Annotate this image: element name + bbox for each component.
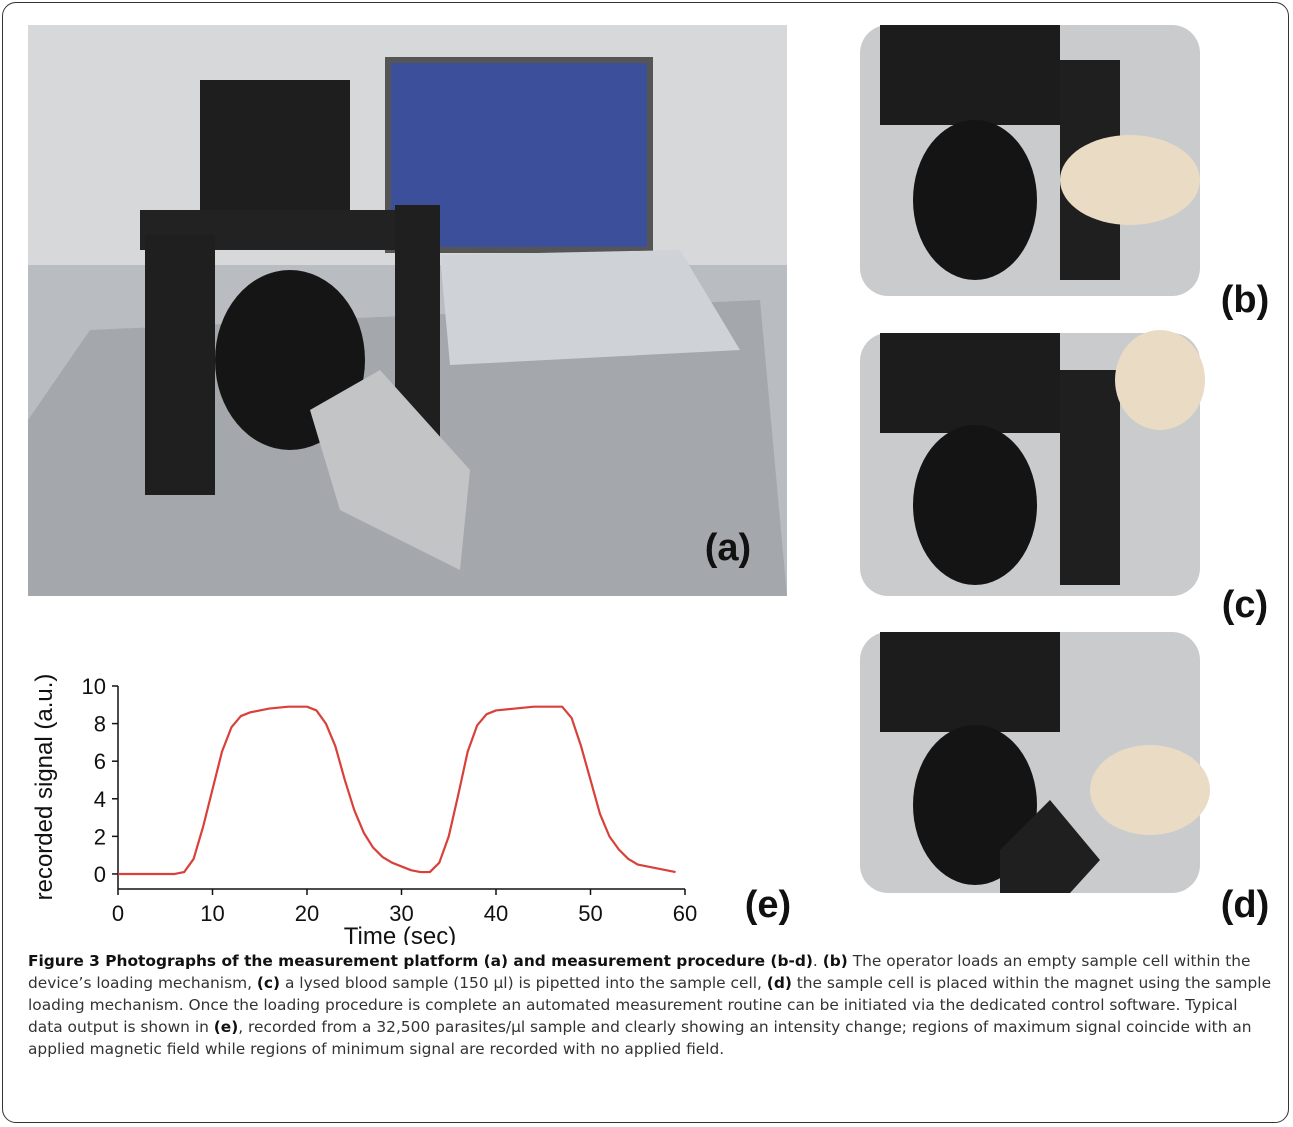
caption: Figure 3 Photographs of the measurement …: [28, 950, 1273, 1060]
caption-ref: (e): [214, 1018, 239, 1036]
x-tick-label: 30: [389, 901, 413, 926]
photo-c: (c): [860, 330, 1268, 626]
caption-text: .: [813, 952, 823, 970]
photo-d: (d): [860, 632, 1269, 926]
y-tick-label: 4: [94, 787, 106, 812]
y-tick-label: 8: [94, 712, 106, 737]
y-tick-label: 2: [94, 824, 106, 849]
y-tick-label: 6: [94, 749, 106, 774]
caption-text: a lysed blood sample (150 µl) is pipette…: [280, 974, 767, 992]
figure: (a) (b) (c) (d) Time (sec) recorded sign…: [0, 0, 1293, 945]
caption-ref: (c): [257, 974, 280, 992]
panel-label: (d): [1221, 884, 1270, 926]
panel-label: (b): [1221, 279, 1270, 321]
x-tick-label: 40: [484, 901, 508, 926]
y-tick-label: 10: [82, 674, 106, 699]
x-axis-label: Time (sec): [344, 923, 456, 945]
data-line: [118, 707, 676, 874]
panel-label: (c): [1222, 584, 1268, 626]
panel-label: (a): [705, 527, 751, 569]
x-tick-label: 20: [295, 901, 319, 926]
x-tick-label: 10: [200, 901, 224, 926]
caption-ref: (b): [823, 952, 848, 970]
caption-ref: (d): [767, 974, 792, 992]
y-axis-label: recorded signal (a.u.): [31, 674, 58, 901]
x-tick-label: 0: [112, 901, 124, 926]
x-tick-label: 60: [673, 901, 697, 926]
photo-a: (a): [28, 25, 787, 596]
panel-label: (e): [745, 884, 791, 926]
y-tick-label: 0: [94, 862, 106, 887]
x-tick-label: 50: [578, 901, 602, 926]
photo-b: (b): [860, 25, 1269, 321]
caption-title: Figure 3 Photographs of the measurement …: [28, 952, 813, 970]
